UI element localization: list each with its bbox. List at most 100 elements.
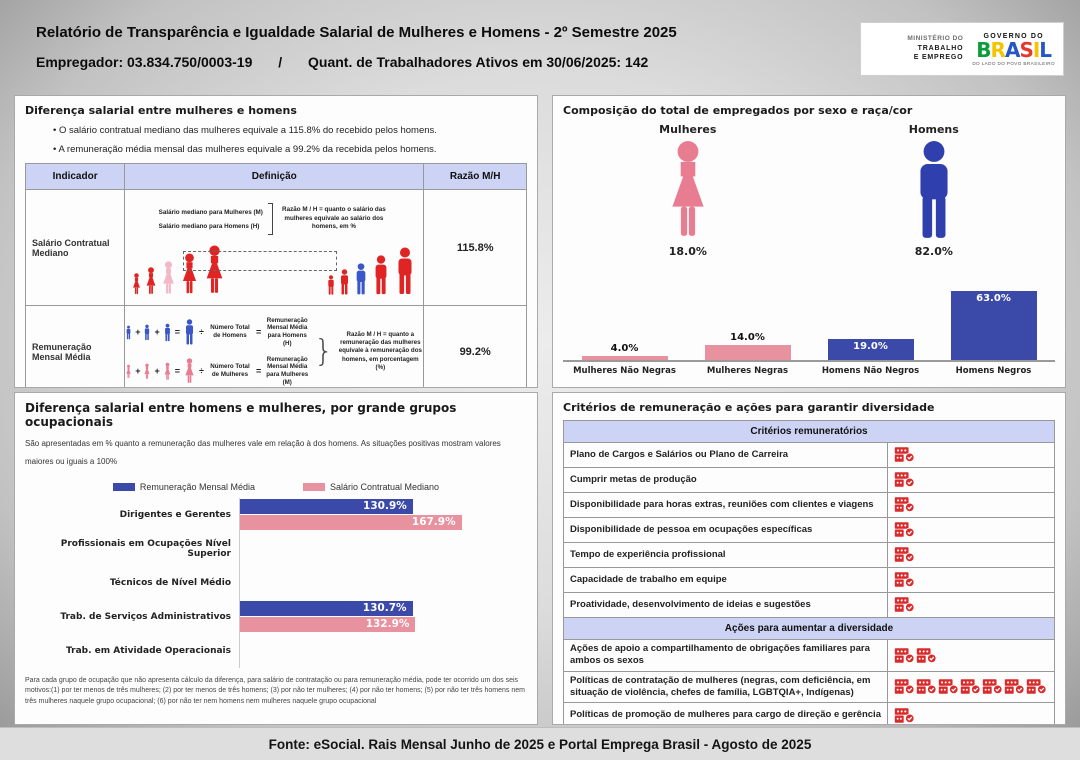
government-logo: MINISTÉRIO DO TRABALHO E EMPREGO GOVERNO… bbox=[860, 22, 1064, 76]
action-row: Políticas de promoção de mulheres para c… bbox=[563, 702, 1055, 724]
legend-item-salario: Salário Contratual Mediano bbox=[302, 482, 439, 492]
criterion-icons bbox=[887, 467, 1055, 493]
occupation-row: Profissionais em Ocupações Nível Superio… bbox=[25, 531, 527, 566]
definition-cell: Salário mediano para Mulheres (M) Salári… bbox=[124, 189, 425, 306]
table-row-salario-mediano: Salário Contratual Mediano Salário media… bbox=[24, 189, 527, 306]
definition-cell: + + = ÷ Número Total de Homens = Re bbox=[124, 305, 425, 387]
action-icons bbox=[887, 670, 1055, 704]
criterion-row: Disponibilidade para horas extras, reuni… bbox=[563, 492, 1055, 518]
occupation-bars: 130.7% 132.9% bbox=[239, 599, 527, 634]
occupation-bars bbox=[239, 531, 527, 566]
bar-category-label: Mulheres Negras bbox=[706, 366, 789, 376]
criterion-row: Plano de Cargos e Salários ou Plano de C… bbox=[563, 442, 1055, 468]
bar-value-label: 4.0% bbox=[610, 342, 639, 354]
occupation-row: Trab. de Serviços Administrativos 130.7% 1… bbox=[25, 599, 527, 634]
women-result-label: Remuneração Mensal Média para Mulheres (… bbox=[266, 355, 309, 386]
ratio-definition-note: Razão M / H = quanto a remuneração das m… bbox=[338, 330, 422, 372]
active-workers: Quant. de Trabalhadores Ativos em 30/06/… bbox=[308, 54, 649, 70]
criterion-row: Proatividade, desenvolvimento de ideias … bbox=[563, 592, 1055, 618]
bar-value-label: 132.9% bbox=[365, 618, 410, 631]
occupational-subtitle: São apresentadas em % quanto a remuneraç… bbox=[25, 439, 501, 467]
men-group-pictogram bbox=[326, 247, 417, 295]
indicator-label: Remuneração Mensal Média bbox=[24, 305, 126, 387]
bar-value-label: 130.9% bbox=[363, 500, 407, 513]
col-header-definicao: Definição bbox=[124, 163, 425, 190]
action-icons bbox=[887, 639, 1055, 672]
bar-value-label: 63.0% bbox=[976, 292, 1011, 304]
action-row: Políticas de contratação de mulheres (ne… bbox=[563, 670, 1055, 704]
occupation-row: Dirigentes e Gerentes 130.9% 167.9% bbox=[25, 497, 527, 532]
person-icon bbox=[125, 325, 132, 340]
person-icon bbox=[353, 263, 369, 295]
bar-category-label: Mulheres Não Negras bbox=[573, 366, 676, 376]
bullet-mean-salary: A remuneração média mensal das mulheres … bbox=[53, 144, 527, 155]
company-check-icon bbox=[894, 571, 915, 588]
person-icon bbox=[160, 261, 177, 295]
criteria-section1-header: Critérios remuneratórios bbox=[563, 420, 1055, 443]
panel-occupational: Diferença salarial entre homens e mulher… bbox=[14, 392, 538, 725]
dashed-comparison-box bbox=[183, 251, 338, 271]
ratio-definition-note: Razão M / H = quanto o salário das mulhe… bbox=[282, 206, 386, 231]
bar: 130.9% bbox=[240, 499, 413, 515]
governo-do-brasil-logo: GOVERNO DO BRASIL DO LADO DO POVO BRASIL… bbox=[972, 32, 1055, 66]
women-pictogram: Mulheres 18.0% bbox=[659, 123, 716, 258]
company-check-icon bbox=[894, 521, 915, 538]
criterion-icons bbox=[887, 567, 1055, 593]
person-icon bbox=[393, 247, 417, 295]
company-check-icon bbox=[894, 678, 915, 695]
criterion-row: Cumprir metas de produção bbox=[563, 467, 1055, 493]
company-check-icon bbox=[982, 678, 1003, 695]
employer-line: Empregador: 03.834.750/0003-19 / Quant. … bbox=[36, 54, 1080, 70]
criterion-row: Disponibilidade de pessoa em ocupações e… bbox=[563, 517, 1055, 543]
bar-column: 19.0% bbox=[809, 339, 932, 360]
occupation-row: Trab. em Atividade Operacionais bbox=[25, 633, 527, 668]
criterion-icons bbox=[887, 592, 1055, 618]
company-check-icon bbox=[894, 471, 915, 488]
company-check-icon bbox=[1004, 678, 1025, 695]
women-average-formula: + + = ÷ Número Total de Mulheres = bbox=[125, 356, 310, 387]
person-icon bbox=[163, 362, 172, 381]
company-check-icon bbox=[916, 647, 937, 664]
bar: 19.0% bbox=[827, 339, 914, 360]
col-header-razao: Razão M/H bbox=[423, 163, 527, 190]
chart-legend: Remuneração Mensal Média Salário Contrat… bbox=[25, 482, 527, 492]
occupational-title: Diferença salarial entre homens e mulher… bbox=[25, 401, 457, 429]
brasil-wordmark: BRASIL bbox=[976, 37, 1052, 62]
bullet-median-salary: O salário contratual mediano das mulhere… bbox=[53, 125, 527, 136]
criterion-icons bbox=[887, 492, 1055, 518]
person-icon bbox=[125, 364, 132, 379]
criterion-icons bbox=[887, 442, 1055, 468]
person-icon bbox=[183, 319, 196, 345]
bar: 63.0% bbox=[950, 290, 1037, 360]
table-row-remuneracao-media: Remuneração Mensal Média + + = bbox=[24, 305, 527, 387]
bar-value-label: 14.0% bbox=[730, 331, 765, 343]
women-percentage: 18.0% bbox=[668, 245, 707, 258]
person-icon bbox=[183, 358, 196, 384]
ratio-value-mediano: 115.8% bbox=[423, 189, 527, 306]
occupation-row: Técnicos de Nível Médio bbox=[25, 565, 527, 600]
action-icons bbox=[887, 702, 1055, 724]
women-divisor-label: Número Total de Mulheres bbox=[210, 363, 250, 378]
company-check-icon bbox=[894, 707, 915, 724]
bar-value-label: 19.0% bbox=[853, 341, 888, 353]
occupation-bars bbox=[239, 633, 527, 668]
criterion-icons bbox=[887, 542, 1055, 568]
bar-category-label: Homens Não Negros bbox=[821, 366, 920, 376]
source-footer: Fonte: eSocial. Rais Mensal Junho de 202… bbox=[0, 727, 1080, 760]
bar: 167.9% bbox=[240, 515, 462, 531]
bar-column: 4.0% bbox=[563, 343, 686, 360]
panel-criteria: Critérios de remuneração e ações para ga… bbox=[552, 392, 1066, 725]
report-header: Relatório de Transparência e Igualdade S… bbox=[0, 0, 1080, 95]
bar-value-label: 130.7% bbox=[362, 602, 407, 615]
women-label: Mulheres bbox=[659, 123, 717, 136]
col-header-indicador: Indicador bbox=[24, 163, 126, 190]
composition-chart-categories: Mulheres Não Negras Mulheres Negras Homens… bbox=[563, 366, 1055, 376]
criterion-icons bbox=[887, 517, 1055, 543]
company-check-icon bbox=[916, 678, 937, 695]
men-average-formula: + + = ÷ Número Total de Homens = Re bbox=[125, 317, 310, 348]
bar-category-label: Homens Negros bbox=[955, 366, 1032, 376]
legend-swatch-blue bbox=[112, 482, 135, 491]
men-result-label: Remuneração Mensal Média para Homens (H) bbox=[266, 316, 308, 347]
company-check-icon bbox=[894, 596, 915, 613]
